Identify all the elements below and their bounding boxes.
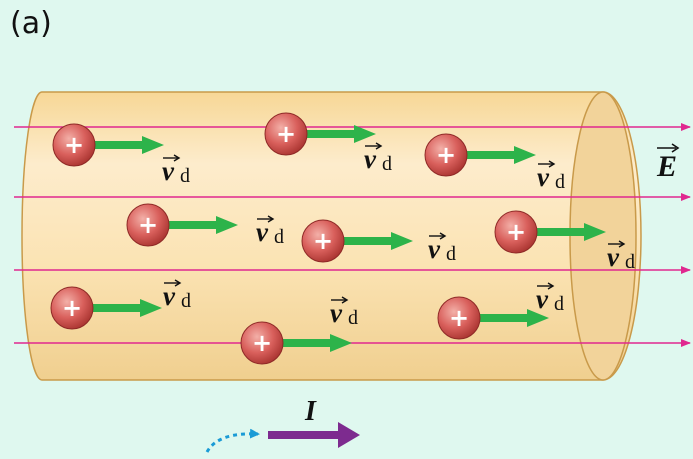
drift-arrow-icon <box>306 125 376 143</box>
field-label: E <box>656 143 680 183</box>
charge-sign: + <box>449 304 469 332</box>
charge-with-drift: + <box>126 203 238 247</box>
positive-charge-icon <box>494 210 538 254</box>
velocity-symbol: v <box>364 144 377 174</box>
charge-sign: + <box>436 141 456 169</box>
charge-carriers: + + + + + + + + + <box>50 112 606 365</box>
electron-path-icon <box>205 428 260 453</box>
drift-arrow-icon <box>343 232 413 250</box>
positive-charge-icon <box>50 286 94 330</box>
drift-arrow-icon <box>168 216 238 234</box>
charge-sign: + <box>138 211 158 239</box>
charge-with-drift: + <box>50 286 162 330</box>
drift-arrow-icon <box>536 223 606 241</box>
current-arrow-icon <box>268 422 360 448</box>
charge-with-drift: + <box>264 112 376 156</box>
positive-charge-icon <box>52 123 96 167</box>
velocity-subscript: d <box>181 290 191 312</box>
drift-arrow-icon <box>94 136 164 154</box>
velocity-subscript: d <box>555 171 565 193</box>
drift-arrow-icon <box>92 299 162 317</box>
positive-charge-icon <box>301 219 345 263</box>
velocity-symbol: v <box>536 284 549 314</box>
charge-with-drift: + <box>240 321 352 365</box>
velocity-subscript: d <box>625 251 635 273</box>
positive-charge-icon <box>424 133 468 177</box>
velocity-symbol: v <box>607 242 620 272</box>
positive-charge-icon <box>240 321 284 365</box>
positive-charge-icon <box>437 296 481 340</box>
charge-sign: + <box>62 294 82 322</box>
velocity-subscript: d <box>348 307 358 329</box>
velocity-subscript: d <box>274 226 284 248</box>
charge-sign: + <box>252 329 272 357</box>
velocity-symbol: v <box>428 234 441 264</box>
velocity-subscript: d <box>382 153 392 175</box>
velocity-symbol: v <box>256 217 269 247</box>
drift-velocity-labels: v dv d v dv d v d v dv d v dv d <box>162 142 635 329</box>
charge-sign: + <box>276 120 296 148</box>
charge-with-drift: + <box>301 219 413 263</box>
charge-with-drift: + <box>52 123 164 167</box>
drift-arrow-icon <box>282 334 352 352</box>
charge-sign: + <box>64 131 84 159</box>
drift-arrow-icon <box>479 309 549 327</box>
field-symbol: E <box>656 150 677 183</box>
velocity-subscript: d <box>554 293 564 315</box>
charge-with-drift: + <box>424 133 536 177</box>
current-symbol: I <box>304 396 317 427</box>
drift-arrow-icon <box>466 146 536 164</box>
charge-with-drift: + <box>494 210 606 254</box>
velocity-symbol: v <box>330 298 343 328</box>
charge-with-drift: + <box>437 296 549 340</box>
charge-sign: + <box>506 218 526 246</box>
velocity-symbol: v <box>162 156 175 186</box>
velocity-symbol: v <box>163 281 176 311</box>
current-indicator: I <box>205 396 360 453</box>
positive-charge-icon <box>126 203 170 247</box>
velocity-symbol: v <box>537 162 550 192</box>
velocity-subscript: d <box>180 165 190 187</box>
panel-label: (a) <box>10 6 52 41</box>
velocity-subscript: d <box>446 243 456 265</box>
positive-charge-icon <box>264 112 308 156</box>
charge-sign: + <box>313 227 333 255</box>
